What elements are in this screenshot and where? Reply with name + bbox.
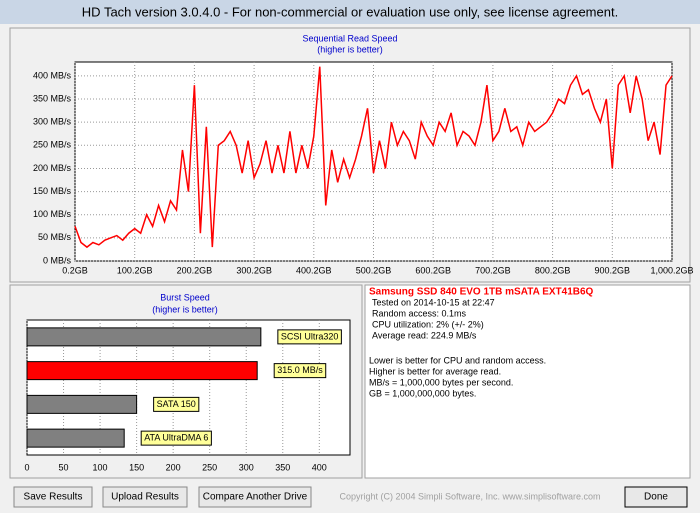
x-tick-label: 0.2GB xyxy=(62,265,88,275)
y-tick-label: 350 MB/s xyxy=(33,93,72,103)
buttons: Save Results Upload Results Compare Anothe… xyxy=(13,486,688,508)
y-tick-label: 50 MB/s xyxy=(38,232,72,242)
drive-name: Samsung SSD 840 EVO 1TB mSATA EXT41B6Q xyxy=(369,287,594,298)
y-tick-label: 400 MB/s xyxy=(33,70,72,80)
x-tick-label: 250 xyxy=(202,462,217,472)
info-note: MB/s = 1,000,000 bytes per second. xyxy=(369,377,513,387)
bar-label-box xyxy=(153,396,200,412)
x-tick-label: 600.2GB xyxy=(415,265,451,275)
y-tick-label: 300 MB/s xyxy=(33,117,72,127)
button-label[interactable]: Compare Another Drive xyxy=(203,492,308,503)
button[interactable] xyxy=(624,486,688,508)
chart-subtitle: (higher is better) xyxy=(152,304,218,314)
x-tick-label: 300.2GB xyxy=(236,265,272,275)
button-label[interactable]: Done xyxy=(644,492,668,503)
x-tick-label: 800.2GB xyxy=(535,265,571,275)
button-label[interactable]: Save Results xyxy=(24,492,83,503)
button-label[interactable]: Upload Results xyxy=(111,492,179,503)
x-tick-label: 200.2GB xyxy=(177,265,213,275)
y-tick-label: 250 MB/s xyxy=(33,140,72,150)
y-tick-label: 0 MB/s xyxy=(43,255,72,265)
y-tick-label: 200 MB/s xyxy=(33,163,72,173)
bar-label-box xyxy=(273,363,327,379)
button[interactable] xyxy=(102,486,188,508)
info-note: GB = 1,000,000,000 bytes. xyxy=(369,388,476,398)
x-tick-label: 100 xyxy=(93,462,108,472)
x-tick-label: 500.2GB xyxy=(356,265,392,275)
x-tick-label: 400.2GB xyxy=(296,265,332,275)
bar-label-box xyxy=(277,329,342,345)
x-tick-label: 1,000.2GB xyxy=(650,265,693,275)
window-title: HD Tach version 3.0.4.0 - For non-commer… xyxy=(82,4,618,19)
x-tick-label: 400 xyxy=(312,462,327,472)
info-note: Lower is better for CPU and random acces… xyxy=(369,355,546,365)
info-line: CPU utilization: 2% (+/- 2%) xyxy=(372,319,484,329)
x-tick-label: 700.2GB xyxy=(475,265,511,275)
x-tick-label: 200 xyxy=(166,462,181,472)
bar xyxy=(26,361,258,381)
read-line xyxy=(74,66,673,249)
x-tick-label: 900.2GB xyxy=(595,265,631,275)
bar xyxy=(26,428,125,448)
x-tick-label: 0 xyxy=(24,462,29,472)
bar-label: SATA 150 xyxy=(157,399,196,409)
x-tick-label: 300 xyxy=(239,462,254,472)
info-line: Random access: 0.1ms xyxy=(372,308,467,318)
chart-title: Sequential Read Speed xyxy=(302,33,397,43)
bar xyxy=(26,394,138,414)
bar xyxy=(26,327,262,347)
chart-title: Burst Speed xyxy=(160,292,210,302)
info-line: Tested on 2014-10-15 at 22:47 xyxy=(372,297,495,307)
chart-subtitle: (higher is better) xyxy=(317,44,383,54)
y-tick-label: 100 MB/s xyxy=(33,209,72,219)
info-panel xyxy=(364,284,691,479)
x-tick-label: 150 xyxy=(129,462,144,472)
copyright: Copyright (C) 2004 Simpli Software, Inc.… xyxy=(339,491,600,501)
button[interactable] xyxy=(13,486,93,508)
info-line: Average read: 224.9 MB/s xyxy=(372,330,477,340)
x-tick-label: 350 xyxy=(275,462,290,472)
info-note: Higher is better for average read. xyxy=(369,366,501,376)
y-tick-label: 150 MB/s xyxy=(33,186,72,196)
title-bar xyxy=(0,0,700,24)
button[interactable] xyxy=(198,486,312,508)
bar-label-box xyxy=(140,430,212,446)
bar-label: 315.0 MB/s xyxy=(277,365,323,375)
bar-label: SCSI Ultra320 xyxy=(281,331,339,341)
x-tick-label: 100.2GB xyxy=(117,265,153,275)
x-tick-label: 50 xyxy=(59,462,69,472)
bar-label: ATA UltraDMA 6 xyxy=(144,433,208,443)
